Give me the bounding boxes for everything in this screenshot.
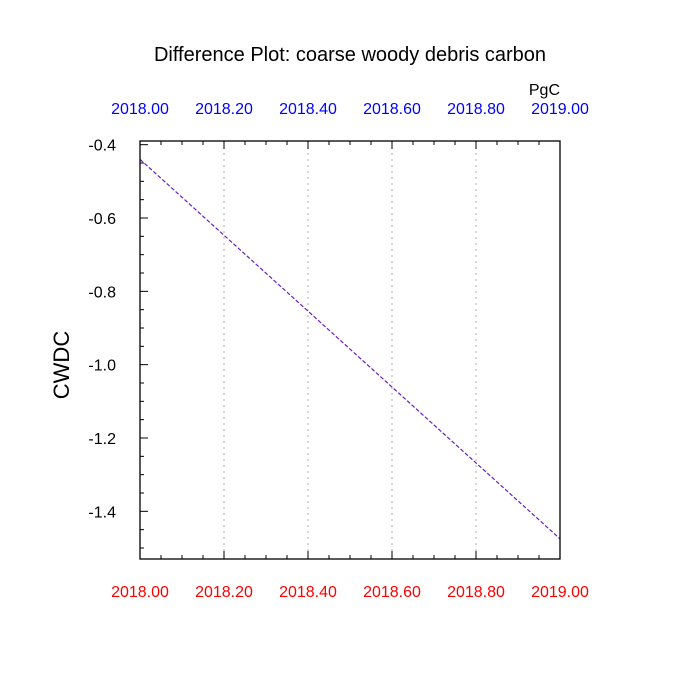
series-line: [139, 158, 561, 540]
y-tick-label: -0.4: [88, 138, 116, 155]
plot-frame: [139, 140, 561, 560]
x-tick-label-top: 2018.60: [363, 101, 421, 118]
x-tick-label-bottom: 2018.40: [279, 584, 337, 601]
x-tick-label-top: 2018.40: [279, 101, 337, 118]
x-tick-label-bottom: 2018.00: [111, 584, 169, 601]
y-tick-label: -0.8: [88, 284, 116, 301]
x-tick-label-bottom: 2018.60: [363, 584, 421, 601]
y-tick-label: -1.4: [88, 504, 116, 521]
y-axis-label: CWDC: [49, 331, 74, 400]
series-layer: [139, 158, 561, 540]
x-tick-label-bottom: 2018.80: [447, 584, 505, 601]
x-tick-label-bottom: 2018.20: [195, 584, 253, 601]
y-tick-label: -0.6: [88, 211, 116, 228]
x-tick-label-bottom: 2019.00: [531, 584, 589, 601]
y-tick-label: -1.0: [88, 358, 116, 375]
grid-lines: [223, 141, 477, 559]
x-tick-label-top: 2018.80: [447, 101, 505, 118]
tick-labels-layer: 2018.00 2018.00 2018.20 2018.20 2018.40 2018.…: [88, 101, 589, 601]
y-tick-label: -1.2: [88, 431, 116, 448]
x-tick-label-top: 2018.00: [111, 101, 169, 118]
chart-title: Difference Plot: coarse woody debris car…: [154, 44, 546, 66]
ticks-layer: [139, 141, 561, 559]
x-tick-label-top: 2019.00: [531, 101, 589, 118]
units-label: PgC: [529, 82, 560, 99]
x-tick-label-top: 2018.20: [195, 101, 253, 118]
